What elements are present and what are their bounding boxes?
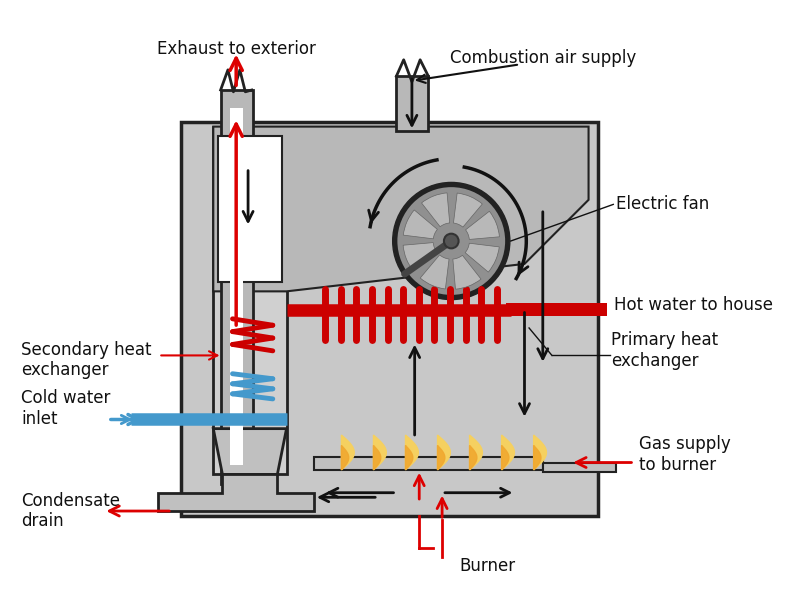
Polygon shape: [374, 446, 381, 470]
Bar: [396, 76, 428, 131]
Polygon shape: [341, 446, 348, 470]
Polygon shape: [374, 435, 386, 470]
Wedge shape: [465, 243, 499, 272]
Polygon shape: [341, 435, 354, 470]
Text: Cold water
inlet: Cold water inlet: [21, 389, 110, 428]
Polygon shape: [437, 446, 445, 470]
Polygon shape: [470, 446, 477, 470]
Text: Exhaust to exterior: Exhaust to exterior: [157, 40, 316, 58]
Polygon shape: [406, 446, 413, 470]
Wedge shape: [421, 255, 449, 289]
Polygon shape: [501, 446, 509, 470]
Polygon shape: [213, 127, 588, 291]
Bar: [181, 122, 598, 515]
Polygon shape: [158, 474, 314, 511]
Text: Condensate
drain: Condensate drain: [21, 491, 120, 531]
Circle shape: [393, 182, 510, 300]
Wedge shape: [454, 193, 482, 227]
Polygon shape: [406, 435, 418, 470]
Circle shape: [396, 186, 506, 296]
Wedge shape: [466, 211, 500, 239]
Polygon shape: [501, 435, 514, 470]
Polygon shape: [534, 435, 546, 470]
Polygon shape: [213, 428, 287, 474]
Polygon shape: [534, 446, 541, 470]
Text: Burner: Burner: [460, 557, 516, 575]
Wedge shape: [421, 193, 450, 226]
Text: Hot water to house: Hot water to house: [614, 296, 773, 314]
Bar: [314, 457, 543, 470]
Wedge shape: [403, 210, 437, 239]
Wedge shape: [453, 255, 481, 289]
Text: Gas supply
to burner: Gas supply to burner: [639, 435, 731, 474]
Bar: [543, 463, 616, 472]
Bar: [221, 90, 253, 483]
Bar: [506, 304, 607, 316]
Wedge shape: [403, 242, 437, 271]
Text: Primary heat
exchanger: Primary heat exchanger: [611, 332, 718, 370]
Polygon shape: [437, 435, 451, 470]
Text: Combustion air supply: Combustion air supply: [450, 49, 636, 67]
Polygon shape: [470, 435, 482, 470]
Text: Electric fan: Electric fan: [616, 195, 710, 214]
Text: Secondary heat
exchanger: Secondary heat exchanger: [21, 341, 151, 379]
Circle shape: [444, 234, 459, 248]
Bar: [218, 136, 282, 282]
Bar: [230, 108, 242, 465]
Bar: [213, 127, 287, 474]
